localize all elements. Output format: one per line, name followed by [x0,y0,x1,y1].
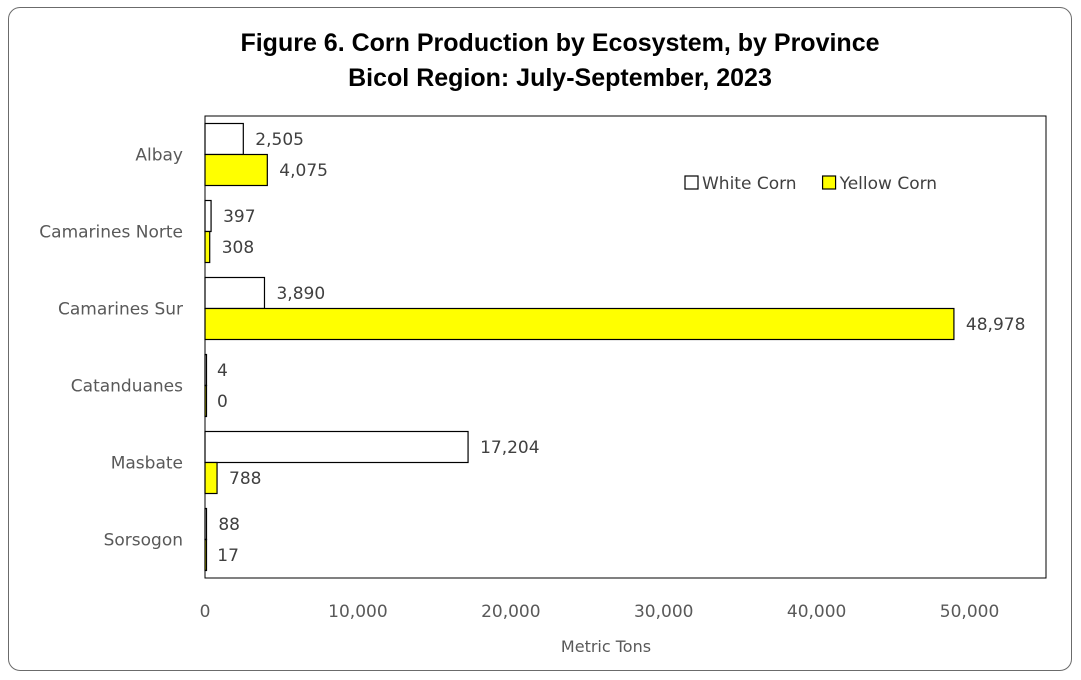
bar-yellow-corn-camarines-norte [204,230,211,264]
data-label: 17,204 [480,438,539,458]
x-axis-title: Metric Tons [561,637,651,656]
data-label: 4,075 [279,161,328,181]
chart-title-line1: Figure 6. Corn Production by Ecosystem, … [240,29,880,57]
legend-swatch-yellow-corn [821,175,837,190]
plot-area [204,115,1047,579]
category-label: Sorsogon [104,531,183,551]
chart-title: Figure 6. Corn Production by Ecosystem, … [0,26,1081,96]
legend-swatch-white-corn [684,175,699,190]
chart-title-line2: Bicol Region: July-September, 2023 [348,64,772,92]
category-label: Masbate [111,454,183,474]
bars-group [204,122,955,572]
x-tick-label: 30,000 [634,602,693,622]
x-tick-label: 20,000 [481,602,540,622]
data-label: 0 [217,392,228,412]
category-label: Albay [135,146,183,166]
category-label: Catanduanes [71,377,183,397]
data-label: 397 [223,207,255,227]
data-labels-group: 2,505 4,075 397 308 3,890 48,978 4 0 17,204 788 88… [217,130,1025,566]
bar-yellow-corn-sorsogon [204,538,208,572]
legend-label: Yellow Corn [839,174,937,194]
data-label: 788 [229,469,261,489]
bar-yellow-corn-masbate [204,461,218,495]
category-label: Camarines Sur [58,300,183,320]
bar-yellow-corn-catanduanes [204,384,208,418]
category-labels-group: Albay Camarines Norte Camarines Sur Catandu… [39,146,183,551]
bar-white-corn-sorsogon [204,507,208,541]
data-label: 3,890 [276,284,325,304]
x-tick-label: 40,000 [787,602,846,622]
bar-white-corn-camarines-norte [204,199,212,233]
x-tick-label: 0 [200,602,211,622]
bar-yellow-corn-camarines-sur [204,307,955,341]
data-label: 4 [217,361,228,381]
data-label: 88 [218,515,240,535]
data-label: 48,978 [966,315,1025,335]
data-label: 2,505 [255,130,304,150]
data-label: 17 [217,546,239,566]
bar-white-corn-camarines-sur [204,276,266,310]
x-tick-label: 50,000 [940,602,999,622]
legend-label: White Corn [702,174,797,194]
x-tick-labels-group: 0 10,000 20,000 30,000 40,000 50,000 [200,602,1000,622]
bar-white-corn-masbate [204,430,469,464]
category-label: Camarines Norte [39,223,183,243]
bar-white-corn-albay [204,122,244,156]
bar-yellow-corn-albay [204,153,268,187]
data-label: 308 [222,238,254,258]
x-tick-label: 10,000 [328,602,387,622]
legend: White Corn Yellow Corn [684,174,937,194]
bar-white-corn-catanduanes [204,353,208,387]
